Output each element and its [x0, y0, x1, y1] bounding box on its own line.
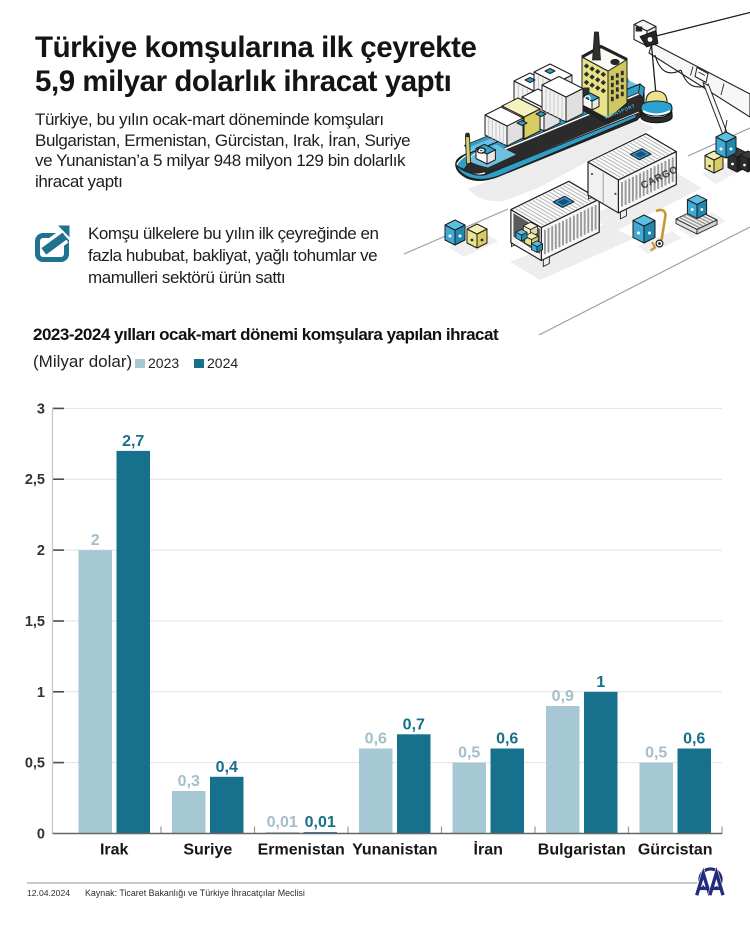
svg-text:2: 2: [37, 543, 45, 559]
svg-text:0,01: 0,01: [267, 814, 298, 831]
svg-text:1: 1: [596, 674, 605, 691]
svg-text:Irak: Irak: [100, 842, 129, 859]
svg-text:İran: İran: [474, 841, 503, 859]
svg-text:Suriye: Suriye: [183, 842, 232, 859]
svg-text:1: 1: [37, 685, 45, 701]
svg-text:0,5: 0,5: [458, 745, 480, 762]
svg-text:0,6: 0,6: [365, 731, 387, 748]
svg-text:0,5: 0,5: [645, 745, 667, 762]
svg-text:1,5: 1,5: [25, 614, 45, 630]
svg-text:0,5: 0,5: [25, 756, 45, 772]
svg-text:Gürcistan: Gürcistan: [638, 842, 713, 859]
svg-text:Ermenistan: Ermenistan: [258, 842, 345, 859]
svg-text:2: 2: [91, 532, 100, 549]
svg-text:12.04.2024: 12.04.2024: [27, 888, 70, 898]
svg-text:Yunanistan: Yunanistan: [352, 842, 437, 859]
svg-text:0,3: 0,3: [178, 773, 200, 790]
svg-text:0,6: 0,6: [683, 731, 705, 748]
svg-text:Bulgaristan: Bulgaristan: [538, 842, 626, 859]
svg-text:0,9: 0,9: [552, 688, 574, 705]
svg-text:0,6: 0,6: [496, 731, 518, 748]
svg-text:0,4: 0,4: [216, 759, 238, 776]
svg-text:0,01: 0,01: [305, 814, 336, 831]
svg-text:Kaynak: Ticaret Bakanlığı ve T: Kaynak: Ticaret Bakanlığı ve Türkiye İhr…: [85, 888, 305, 898]
svg-text:0,7: 0,7: [403, 716, 425, 733]
svg-text:2,7: 2,7: [122, 433, 144, 450]
svg-text:0: 0: [37, 827, 45, 843]
svg-text:2,5: 2,5: [25, 472, 45, 488]
svg-text:3: 3: [37, 401, 45, 417]
